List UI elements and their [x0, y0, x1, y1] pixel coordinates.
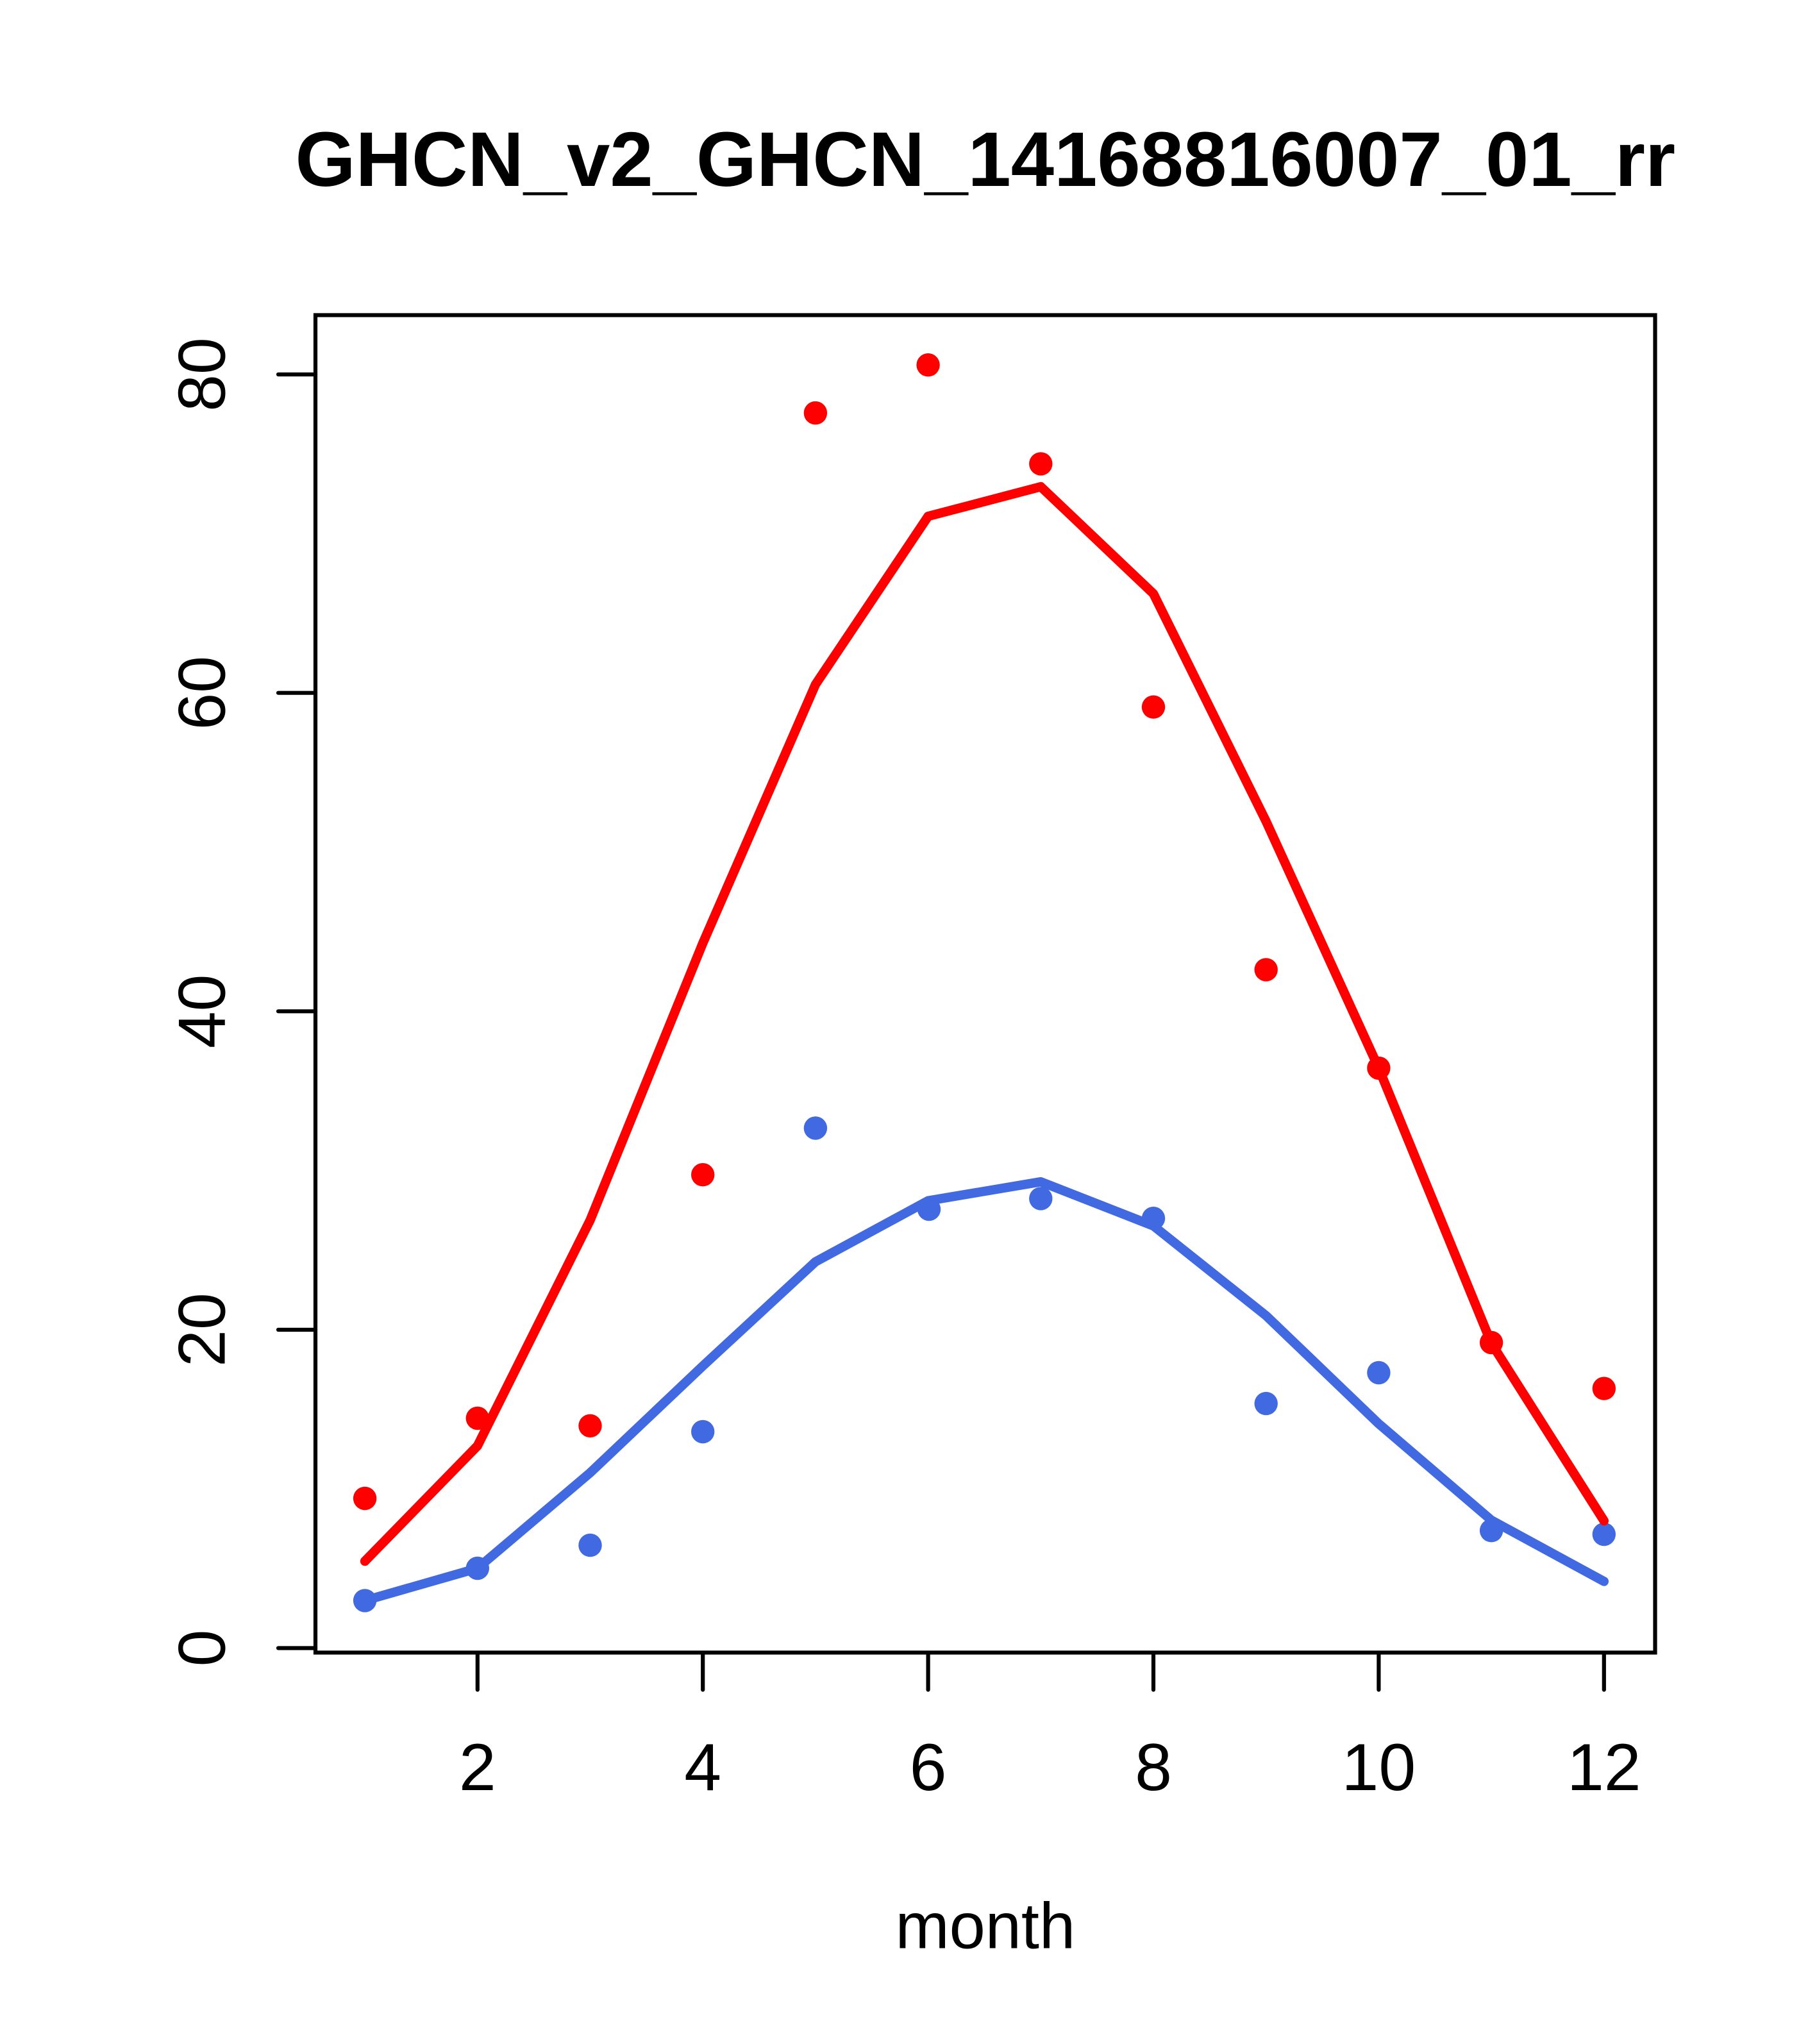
svg-text:12: 12 [1567, 1730, 1641, 1805]
svg-text:GHCN_v2_GHCN_14168816007_01_rr: GHCN_v2_GHCN_14168816007_01_rr [295, 115, 1675, 203]
svg-text:60: 60 [165, 656, 240, 730]
svg-text:10: 10 [1342, 1730, 1416, 1805]
svg-text:80: 80 [165, 337, 240, 412]
svg-text:40: 40 [165, 974, 240, 1048]
svg-text:20: 20 [165, 1293, 240, 1367]
svg-text:2: 2 [459, 1730, 496, 1805]
svg-text:0: 0 [165, 1630, 240, 1667]
svg-text:8: 8 [1135, 1730, 1172, 1805]
svg-text:4: 4 [684, 1730, 721, 1805]
svg-text:month: month [895, 1891, 1075, 1963]
svg-text:6: 6 [910, 1730, 947, 1805]
